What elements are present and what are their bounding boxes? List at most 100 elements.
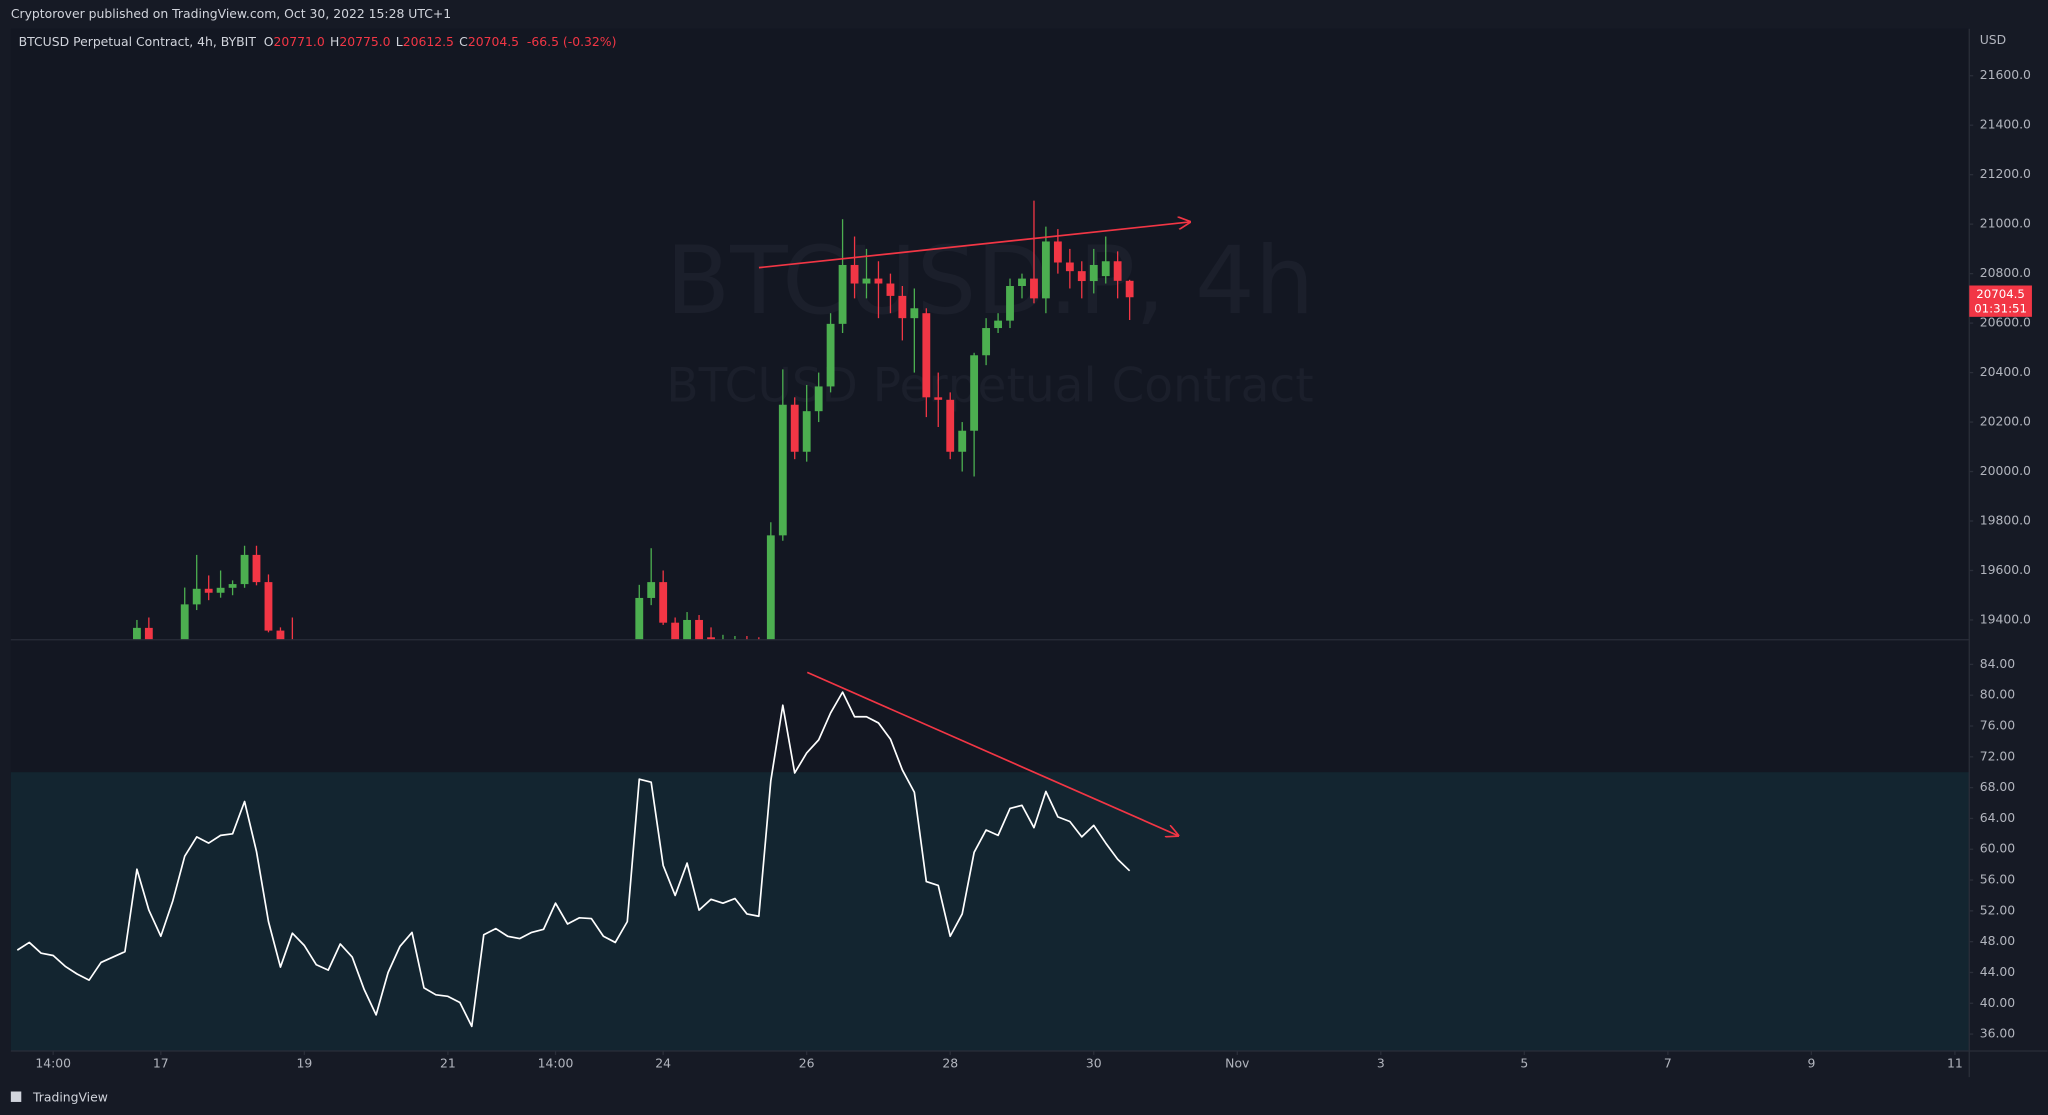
y-tick-label: 21000.0 bbox=[1980, 216, 2031, 231]
y-tick-label: 21200.0 bbox=[1980, 166, 2031, 181]
y-tick-label: 21400.0 bbox=[1980, 117, 2031, 132]
rsi-line bbox=[16, 691, 1131, 1028]
candle-body bbox=[635, 597, 644, 640]
countdown: 01:31:51 bbox=[1974, 302, 2027, 316]
last-price-label: 20704.5 bbox=[1976, 287, 2025, 301]
candle-body bbox=[683, 619, 691, 640]
candle-body bbox=[1125, 280, 1134, 298]
footer: TradingView bbox=[10, 1090, 108, 1105]
candle-body bbox=[1065, 262, 1074, 272]
y-tick-label: 19400.0 bbox=[1980, 611, 2031, 626]
y-tick-label: 20800.0 bbox=[1980, 265, 2031, 280]
axes: 19400.0 19600.0 19800.0 20000.0 20200.0 20400… bbox=[35, 67, 2032, 1071]
candle-body bbox=[982, 328, 991, 356]
candle-body bbox=[898, 295, 907, 319]
candle-body bbox=[240, 554, 249, 585]
y-tick-label: 20200.0 bbox=[1980, 414, 2031, 429]
candle-body bbox=[276, 630, 285, 640]
symbol-title: BTCUSD Perpetual Contract, 4h, BYBIT bbox=[19, 33, 257, 48]
trend-line-rsi bbox=[806, 671, 1178, 835]
y-tick-label: 20600.0 bbox=[1980, 315, 2031, 330]
candle-body bbox=[778, 404, 787, 536]
x-tick-label: 5 bbox=[1520, 1056, 1528, 1071]
footer-logo bbox=[10, 1091, 22, 1102]
price-pane: BTCUSD.P, 4h BTCUSD Perpetual Contract bbox=[133, 200, 1314, 640]
legend-value: 20775.0 bbox=[339, 33, 390, 48]
publish-header: Cryptorover published on TradingView.com… bbox=[11, 6, 451, 21]
candle-body bbox=[874, 278, 883, 284]
x-tick-label: 14:00 bbox=[538, 1056, 574, 1071]
candle-body bbox=[1077, 271, 1086, 282]
rsi-band bbox=[10, 772, 1970, 1052]
candle-body bbox=[934, 397, 943, 400]
y-tick-label: 20400.0 bbox=[1980, 364, 2031, 379]
x-tick-label: 30 bbox=[1086, 1056, 1102, 1071]
candle-body bbox=[252, 554, 261, 583]
legend-key: L bbox=[396, 33, 403, 48]
candle-body bbox=[647, 582, 656, 598]
candle-body bbox=[922, 313, 931, 398]
y-tick-label: 60.00 bbox=[1980, 841, 2016, 856]
currency-label: USD bbox=[1980, 32, 2006, 47]
candle-body bbox=[994, 320, 1003, 329]
candle-body bbox=[970, 355, 979, 431]
last-price-box bbox=[1969, 285, 2032, 317]
candle-body bbox=[802, 411, 811, 452]
y-tick-label: 80.00 bbox=[1980, 687, 2016, 702]
legend-value: 20704.5 bbox=[468, 33, 519, 48]
candle-body bbox=[1030, 278, 1038, 299]
y-tick-label: 52.00 bbox=[1980, 902, 2016, 917]
candle-body bbox=[886, 283, 895, 296]
candle-body bbox=[180, 604, 189, 640]
candle-body bbox=[1101, 261, 1110, 277]
y-tick-label: 48.00 bbox=[1980, 933, 2016, 948]
x-tick-label: 17 bbox=[153, 1056, 169, 1071]
candle-body bbox=[204, 588, 213, 593]
candle-body bbox=[814, 386, 823, 412]
y-tick-label: 44.00 bbox=[1980, 964, 2016, 979]
trend-line-price bbox=[758, 222, 1190, 269]
x-tick-label: Nov bbox=[1225, 1056, 1249, 1071]
y-tick-label: 68.00 bbox=[1980, 779, 2016, 794]
y-tick-label: 36.00 bbox=[1980, 1026, 2016, 1041]
x-tick-label: 7 bbox=[1664, 1056, 1672, 1071]
candle-body bbox=[1018, 278, 1026, 286]
legend-value: 20771.0 bbox=[274, 33, 325, 48]
y-tick-label: 19800.0 bbox=[1980, 513, 2031, 528]
y-tick-label: 19600.0 bbox=[1980, 562, 2031, 577]
x-tick-label: 21 bbox=[440, 1056, 456, 1071]
x-tick-label: 28 bbox=[942, 1056, 958, 1071]
y-tick-label: 56.00 bbox=[1980, 872, 2016, 887]
x-tick-label: 11 bbox=[1947, 1056, 1963, 1071]
x-tick-label: 26 bbox=[799, 1056, 815, 1071]
candle-body bbox=[144, 627, 153, 640]
candle-body bbox=[1041, 241, 1050, 299]
candle-body bbox=[910, 308, 919, 319]
candle-body bbox=[695, 619, 703, 640]
candle-body bbox=[850, 264, 859, 284]
candle-body bbox=[862, 278, 871, 284]
candle-body bbox=[1053, 241, 1062, 263]
x-tick-label: 9 bbox=[1807, 1056, 1815, 1071]
candle-body bbox=[133, 627, 141, 640]
candle-body bbox=[838, 264, 847, 324]
watermark-description: BTCUSD Perpetual Contract bbox=[666, 359, 1313, 414]
y-tick-label: 64.00 bbox=[1980, 810, 2016, 825]
legend-key: O bbox=[264, 33, 274, 48]
candle-body bbox=[707, 637, 715, 640]
candle-body bbox=[192, 588, 201, 605]
candle-body bbox=[826, 323, 835, 387]
candle-body bbox=[766, 535, 775, 640]
symbol-legend: BTCUSD Perpetual Contract, 4h, BYBIT O207… bbox=[19, 33, 617, 48]
candle-body bbox=[216, 587, 225, 593]
legend-key: C bbox=[459, 33, 468, 48]
candle-body bbox=[228, 584, 237, 588]
y-tick-label: 84.00 bbox=[1980, 656, 2016, 671]
candle-body bbox=[659, 582, 668, 623]
candle-body bbox=[1113, 261, 1122, 281]
legend-key: H bbox=[330, 33, 339, 48]
candle-body bbox=[790, 404, 799, 452]
y-tick-label: 40.00 bbox=[1980, 995, 2016, 1010]
rsi-pane bbox=[10, 691, 1970, 1052]
